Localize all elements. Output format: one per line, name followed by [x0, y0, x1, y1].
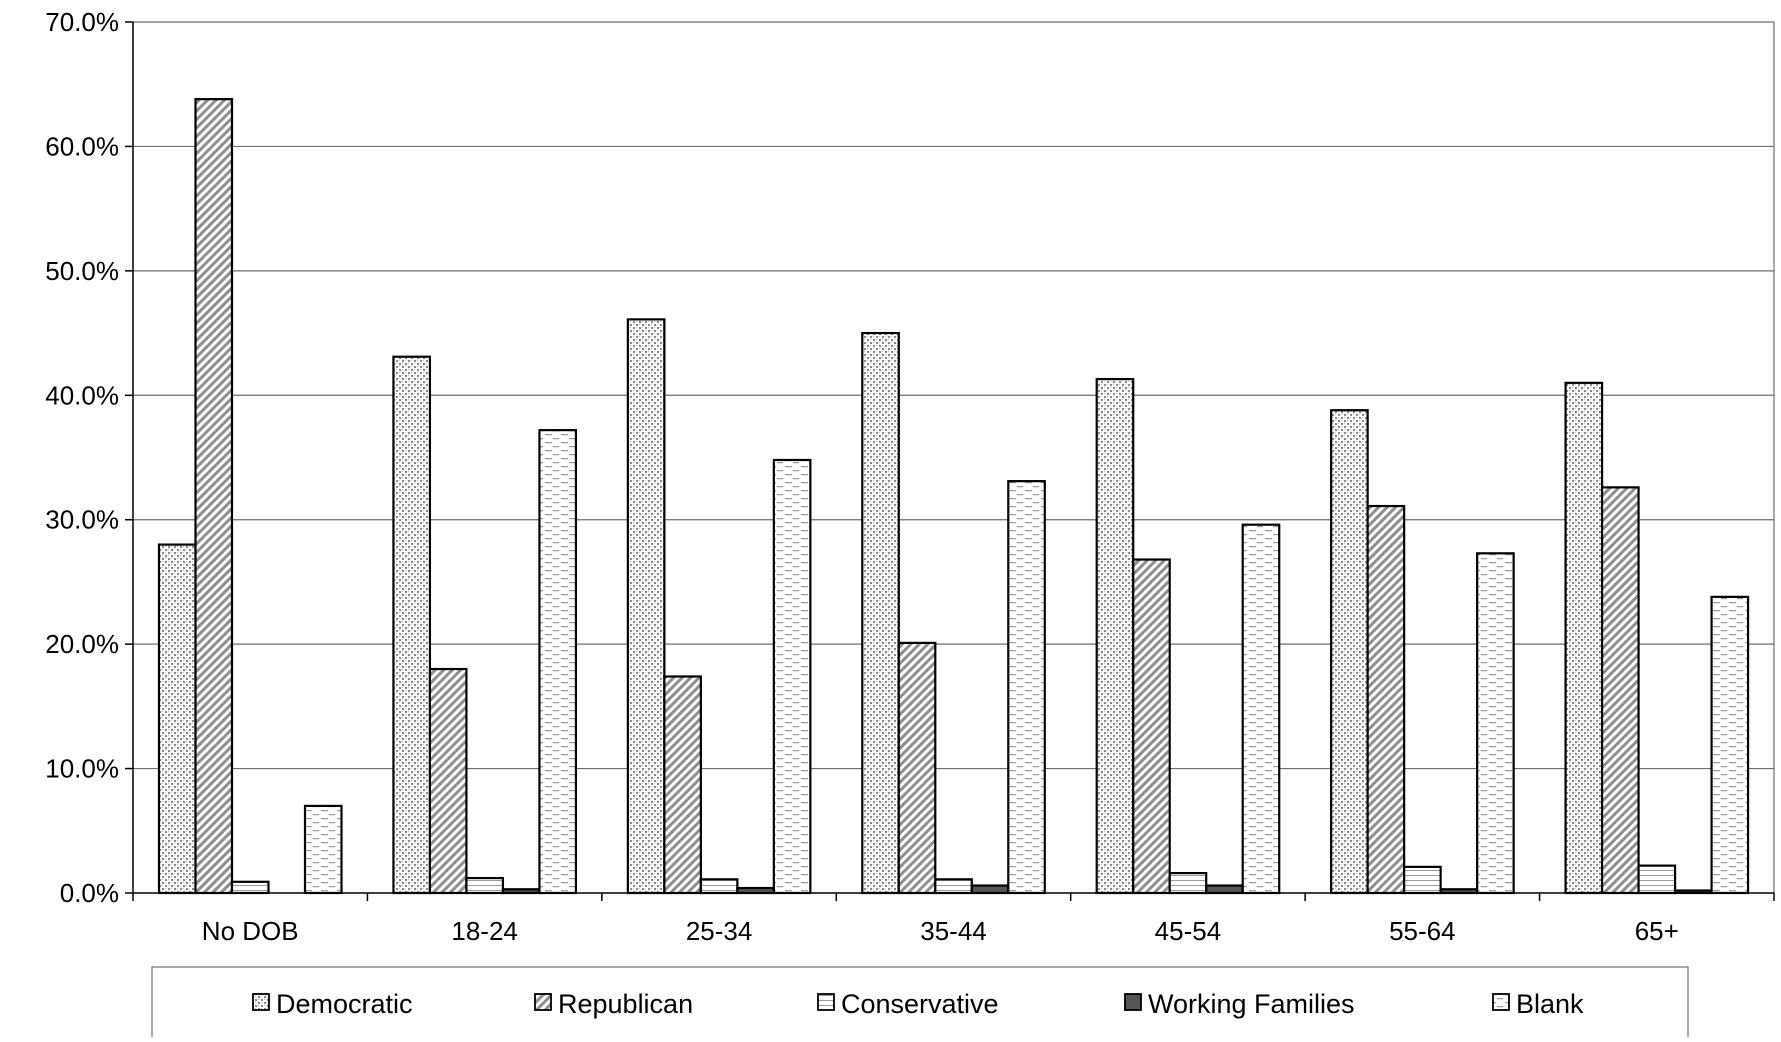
axes: 0.0% 10.0% 20.0% 30.0% 40.0% 50.0% 60.0% 70.0% N… — [45, 7, 1775, 946]
y-tick-label: 20.0% — [45, 629, 119, 659]
y-tick-label: 70.0% — [45, 7, 119, 37]
bar-working-families-35-44 — [970, 884, 1010, 895]
bar-democratic-no-dob — [157, 543, 197, 895]
legend-swatch-working-families — [1124, 993, 1142, 1011]
bar-blank-no-dob — [303, 804, 343, 895]
bar-conservative-45-54 — [1168, 871, 1208, 895]
x-tick-label-25-34: 25-34 — [686, 916, 753, 946]
bar-blank-45-54 — [1241, 523, 1281, 895]
bar-conservative-65 — [1637, 864, 1677, 895]
x-tick-label-35-44: 35-44 — [920, 916, 987, 946]
bar-republican-45-54 — [1132, 558, 1171, 895]
y-tick-label: 10.0% — [45, 754, 119, 784]
bar-working-families-45-54 — [1205, 884, 1244, 895]
y-tick-label: 30.0% — [45, 505, 119, 535]
x-tick-label-no-dob: No DOB — [202, 916, 299, 946]
bar-democratic-18-24 — [392, 355, 432, 895]
y-tick-label: 0.0% — [60, 878, 119, 908]
gridlines — [133, 21, 1775, 893]
bar-conservative-25-34 — [699, 878, 739, 895]
legend-swatch-conservative — [817, 993, 835, 1011]
bar-republican-55-64 — [1366, 504, 1406, 895]
bar-conservative-35-44 — [934, 878, 973, 895]
bar-blank-25-34 — [772, 458, 812, 895]
legend-label-conservative: Conservative — [841, 989, 999, 1019]
bar-republican-18-24 — [428, 667, 468, 895]
legend-swatch-democratic — [252, 993, 270, 1011]
legend-box — [151, 966, 1689, 1040]
bar-republican-35-44 — [897, 641, 937, 895]
legend-swatch-blank — [1492, 993, 1510, 1011]
bar-conservative-18-24 — [465, 876, 505, 895]
y-tick-label: 50.0% — [45, 256, 119, 286]
bar-republican-25-34 — [663, 675, 702, 895]
y-tick-label: 40.0% — [45, 380, 119, 410]
bar-blank-65 — [1710, 595, 1750, 895]
bar-blank-18-24 — [538, 429, 578, 895]
bar-republican-65 — [1600, 486, 1640, 895]
bar-republican-no-dob — [194, 98, 234, 895]
legend-label-blank: Blank — [1516, 989, 1584, 1019]
x-tick-label-65: 65+ — [1635, 916, 1679, 946]
x-tick-label-55-64: 55-64 — [1389, 916, 1456, 946]
bar-blank-35-44 — [1007, 480, 1046, 895]
legend-swatch-republican — [534, 993, 552, 1011]
bars — [157, 98, 1750, 895]
legend-label-democratic: Democratic — [276, 989, 413, 1019]
x-tick-label-18-24: 18-24 — [451, 916, 518, 946]
legend-label-working-families: Working Families — [1148, 989, 1355, 1019]
bar-blank-55-64 — [1476, 552, 1515, 895]
bar-conservative-55-64 — [1403, 865, 1442, 895]
legend-label-republican: Republican — [558, 989, 693, 1019]
bar-democratic-55-64 — [1330, 409, 1369, 895]
legend: Democratic Republican Conservative Working … — [151, 966, 1689, 1040]
y-tick-label: 60.0% — [45, 131, 119, 161]
bar-democratic-25-34 — [626, 318, 666, 895]
bar-democratic-35-44 — [861, 331, 900, 895]
x-tick-label-45-54: 45-54 — [1155, 916, 1222, 946]
bar-democratic-45-54 — [1095, 378, 1135, 895]
bar-democratic-65 — [1564, 381, 1604, 895]
bar-conservative-no-dob — [230, 880, 270, 895]
